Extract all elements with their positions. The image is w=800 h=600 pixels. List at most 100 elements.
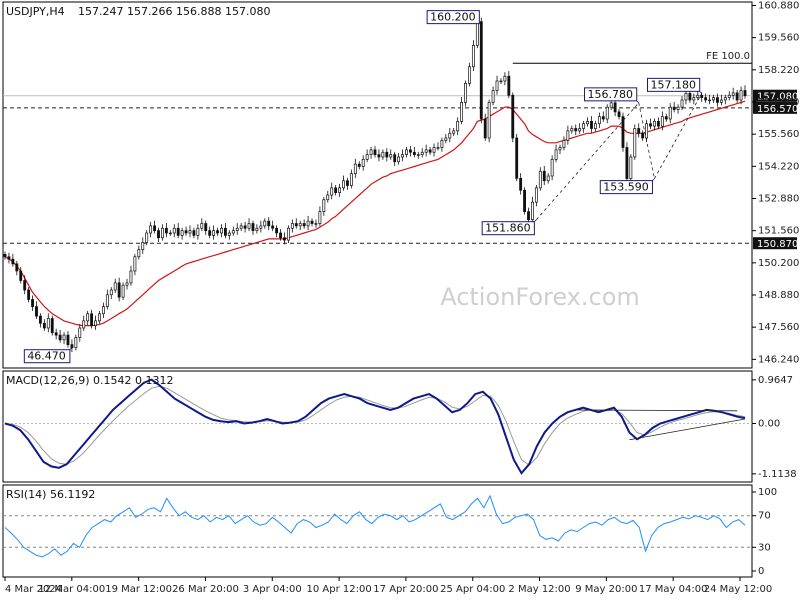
candle-body xyxy=(227,232,231,236)
candle-body xyxy=(109,289,113,296)
rsi-title: RSI(14) 56.1192 xyxy=(6,488,95,501)
candle-body xyxy=(499,80,503,83)
candle-body xyxy=(235,227,239,231)
candle-body xyxy=(676,106,680,110)
candle-body xyxy=(503,75,507,82)
candle-body xyxy=(46,318,50,329)
candle-body xyxy=(349,173,353,186)
candle-body xyxy=(42,322,46,329)
time-tick-label: 25 Apr 04:00 xyxy=(440,584,505,595)
candle-body xyxy=(582,123,586,129)
candle-body xyxy=(668,106,672,120)
candle-body xyxy=(436,147,440,149)
candle-body xyxy=(255,227,259,231)
candle-body xyxy=(475,21,479,46)
candle-body xyxy=(389,154,393,158)
price-tick-label: 150.200 xyxy=(758,258,799,269)
candle-body xyxy=(420,151,424,155)
fe-label: FE 100.0 xyxy=(706,51,750,62)
candle-body xyxy=(381,151,385,158)
candle-body xyxy=(696,94,700,98)
annotation-box xyxy=(481,221,535,236)
level-label: 157.080 xyxy=(757,92,798,103)
candle-body xyxy=(731,92,735,96)
price-tick-label: 152.880 xyxy=(758,193,799,204)
candle-body xyxy=(519,178,523,191)
candle-body xyxy=(593,123,597,129)
candle-body xyxy=(223,227,227,236)
swing-dashed-line xyxy=(536,102,640,220)
candle-body xyxy=(491,90,495,103)
candle-body xyxy=(275,227,279,234)
level-badge xyxy=(753,89,797,102)
rsi-tick-label: 100 xyxy=(758,487,777,498)
candle-body xyxy=(405,149,408,155)
macd-upper-trendline xyxy=(575,409,738,412)
candle-body xyxy=(369,149,373,155)
candle-body xyxy=(416,154,420,156)
ohlc-readout: 157.247 157.266 156.888 157.080 xyxy=(78,5,270,18)
candle-body xyxy=(82,320,86,329)
candle-body xyxy=(101,306,105,315)
candle-body xyxy=(479,21,483,120)
level-badge xyxy=(753,237,797,250)
candle-body xyxy=(54,332,58,336)
candle-body xyxy=(279,232,282,239)
candle-body xyxy=(121,284,125,298)
time-tick-label: 26 Mar 20:00 xyxy=(172,584,239,595)
candle-body xyxy=(562,140,566,148)
candle-body xyxy=(204,223,208,231)
candle-body xyxy=(578,128,582,132)
candle-body xyxy=(452,130,456,134)
candle-body xyxy=(712,97,715,101)
rsi-tick-label: 30 xyxy=(758,542,771,553)
price-tick-label: 151.560 xyxy=(758,226,799,237)
time-tick-label: 2 May 12:00 xyxy=(508,584,570,595)
candle-body xyxy=(164,227,168,234)
price-tick-label: 156.900 xyxy=(758,97,799,108)
candle-body xyxy=(444,137,448,141)
macd-main-line xyxy=(4,378,746,475)
candle-body xyxy=(574,128,578,132)
candle-body xyxy=(161,227,164,239)
candle-body xyxy=(523,189,527,212)
annotation-label: 46.470 xyxy=(27,350,66,363)
candle-body xyxy=(385,151,389,158)
candle-body xyxy=(180,230,184,236)
candle-body xyxy=(239,225,243,229)
candle-body xyxy=(338,187,342,193)
candle-body xyxy=(527,211,530,221)
candle-body xyxy=(3,254,7,258)
candle-body xyxy=(117,282,121,298)
level-label: 156.570 xyxy=(757,104,798,115)
candle-body xyxy=(11,258,15,265)
annotation-label: 153.590 xyxy=(603,181,649,194)
candle-body xyxy=(243,225,247,229)
candle-body xyxy=(7,256,11,260)
macd-panel xyxy=(2,370,753,483)
candle-body xyxy=(554,149,558,160)
candle-body xyxy=(397,156,401,163)
candle-body xyxy=(629,156,633,179)
candle-body xyxy=(680,99,684,108)
candle-body xyxy=(656,121,660,127)
swing-dashed-line xyxy=(654,93,703,179)
candle-body xyxy=(428,149,432,153)
candle-body xyxy=(692,97,696,101)
annotation-box xyxy=(23,349,71,364)
candle-body xyxy=(105,294,109,307)
time-tick-label: 9 May 20:00 xyxy=(575,584,637,595)
candle-body xyxy=(322,199,326,212)
candle-body xyxy=(637,128,641,134)
candle-body xyxy=(23,280,27,291)
chart-title-group: USDJPY,H4 157.247 157.266 156.888 157.08… xyxy=(6,5,270,18)
rsi-panel xyxy=(2,484,753,578)
rsi-tick-label: 70 xyxy=(758,511,771,522)
candle-body xyxy=(353,163,357,174)
candle-body xyxy=(716,97,719,103)
candle-body xyxy=(471,45,475,68)
time-tick-label: 4 Mar 2024 xyxy=(5,584,62,595)
price-tick-label: 155.560 xyxy=(758,129,799,140)
